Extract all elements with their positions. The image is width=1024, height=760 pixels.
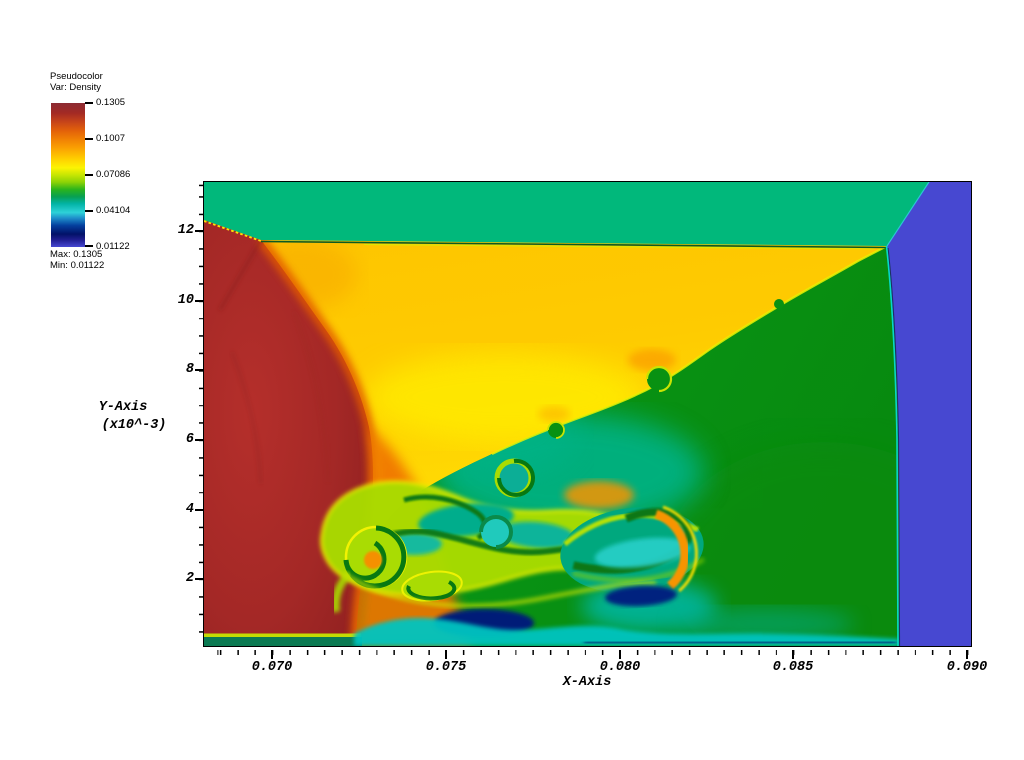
y-axis-major-tick — [195, 509, 204, 511]
x-tick-label: 0.085 — [772, 660, 814, 675]
colorbar-tick — [85, 138, 93, 140]
x-tick-label: 0.070 — [251, 660, 293, 675]
y-axis-scale-label: (x10^-3) — [101, 418, 167, 433]
legend-min-label: Min: 0.01122 — [50, 260, 105, 271]
colorbar-tick — [85, 210, 93, 212]
x-axis-minor-ticks — [205, 650, 972, 655]
y-tick-label: 6 — [185, 432, 194, 447]
colorbar-tick — [85, 174, 93, 176]
x-axis-major-tick — [445, 650, 447, 659]
colorbar-label: 0.1305 — [96, 97, 126, 108]
plot-area — [203, 181, 972, 647]
y-tick-label: 10 — [177, 293, 194, 308]
x-tick-label: 0.090 — [946, 660, 988, 675]
blue-low-density-column — [885, 182, 971, 646]
x-tick-label: 0.080 — [599, 660, 641, 675]
interface-billows — [547, 299, 784, 439]
y-axis-title: Y-Axis — [98, 400, 148, 415]
y-axis-major-tick — [195, 369, 204, 371]
legend-title: Pseudocolor — [50, 71, 103, 82]
colorbar-gradient — [51, 103, 85, 247]
colorbar-label: 0.04104 — [96, 205, 131, 216]
colorbar-tick — [85, 102, 93, 104]
y-tick-label: 8 — [185, 362, 194, 377]
y-axis-major-tick — [195, 230, 204, 232]
x-axis-title: X-Axis — [562, 675, 612, 690]
y-tick-label: 2 — [185, 571, 194, 586]
colorbar-tick — [85, 245, 93, 247]
y-tick-label: 4 — [185, 502, 194, 517]
colorbar-label: 0.07086 — [96, 169, 131, 180]
bottom-boundary-layer — [204, 618, 899, 646]
x-axis-major-tick — [792, 650, 794, 659]
y-axis-major-tick — [195, 300, 204, 302]
y-axis-major-tick — [195, 578, 204, 580]
x-axis-major-tick — [966, 650, 968, 659]
colorbar-label: 0.1007 — [96, 133, 126, 144]
y-axis-minor-ticks — [199, 183, 204, 647]
y-axis-major-tick — [195, 439, 204, 441]
density-pseudocolor-field — [204, 182, 971, 646]
legend-max-label: Max: 0.1305 — [50, 249, 103, 260]
x-tick-label: 0.075 — [425, 660, 467, 675]
x-axis-major-tick — [271, 650, 273, 659]
colorbar-label: 0.01122 — [96, 241, 130, 252]
x-axis-major-tick — [619, 650, 621, 659]
upper-ambient-band — [204, 182, 929, 250]
y-tick-label: 12 — [177, 223, 194, 238]
vortex-street — [320, 458, 705, 637]
legend-var-label: Var: Density — [50, 82, 102, 93]
